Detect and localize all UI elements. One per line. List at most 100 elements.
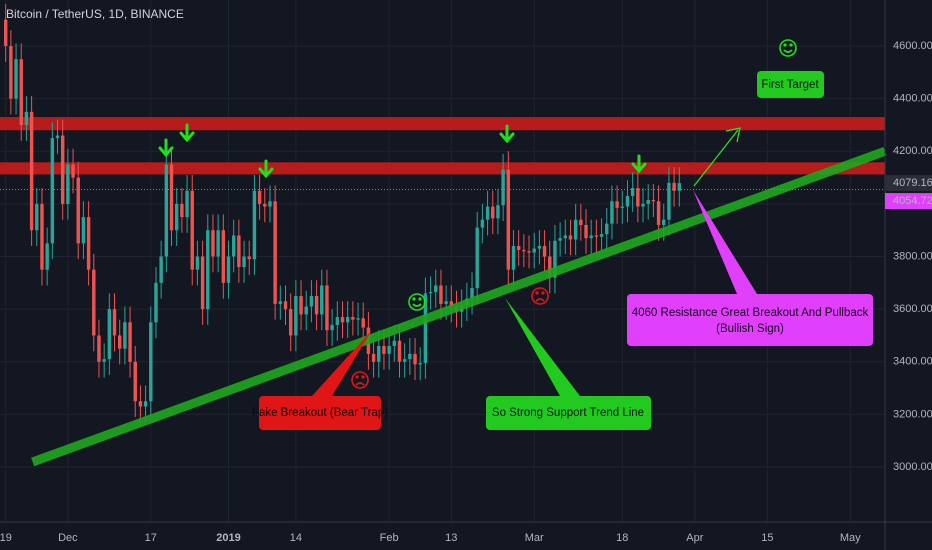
candle-body (439, 285, 443, 304)
smileys (351, 39, 797, 389)
candle-body (522, 249, 526, 252)
candle-body (444, 301, 448, 304)
y-tick-label: 4400.00 (893, 93, 932, 105)
candle-body (128, 322, 132, 362)
candle-body (66, 164, 70, 204)
candle-body (568, 235, 573, 240)
candle-body (24, 111, 29, 125)
candle-body (594, 235, 599, 237)
resistance-zone (0, 117, 885, 131)
down-arrows (158, 123, 647, 179)
y-tick-label: 3800.00 (893, 250, 932, 262)
candle-body (423, 293, 428, 364)
x-tick-label: 14 (290, 532, 302, 544)
candle-body (335, 317, 340, 325)
annotation-box (757, 71, 824, 98)
candle-body (29, 111, 34, 231)
x-tick-label: Apr (686, 532, 703, 544)
candle-body (190, 190, 194, 270)
arrow (693, 129, 739, 187)
candle-body (382, 345, 386, 354)
candle-body (625, 196, 630, 207)
candle-body (361, 318, 365, 328)
candle-body (630, 188, 635, 197)
candle-body (672, 182, 676, 191)
candle-body (651, 199, 656, 202)
candle-body (449, 301, 454, 307)
candle-body (294, 295, 298, 336)
candle-body (620, 206, 625, 208)
candle-body (387, 345, 391, 354)
candle-body (646, 199, 650, 204)
candle-body (138, 401, 143, 407)
y-tick-label: 4200.00 (893, 145, 932, 157)
candle-body (60, 135, 65, 204)
candle-body (677, 183, 682, 191)
candle-body (242, 256, 246, 268)
candle-body (50, 138, 55, 244)
trend-line (31, 147, 887, 467)
y-tick-label: 3600.00 (893, 303, 932, 315)
candle-body (408, 353, 412, 360)
candle-body (548, 256, 552, 278)
x-tick-label: 13 (445, 532, 457, 544)
annotation-box (259, 396, 381, 430)
x-tick-label: Dec (58, 532, 78, 544)
marker-price-label: 4054.72 (893, 195, 932, 207)
candle-body (667, 182, 671, 220)
candle-body (206, 230, 210, 310)
candle-body (55, 135, 60, 139)
candle-body (356, 318, 360, 320)
candle-body (584, 224, 588, 239)
candle-body (325, 285, 329, 331)
marker-price-tag (885, 193, 932, 210)
x-tick-label: 18 (616, 532, 628, 544)
candle-body (532, 248, 536, 253)
annotation-text: Fake Breakout (Bear Trap) (252, 407, 388, 419)
x-tick-label: 15 (761, 532, 773, 544)
candle-body (117, 335, 122, 349)
candle-body (309, 295, 314, 307)
candle-body (485, 206, 490, 220)
annotation-text: So Strong Support Trend Line (492, 407, 644, 419)
candle-body (527, 251, 531, 253)
last-price-tag (885, 175, 932, 192)
candle-body (377, 345, 381, 362)
candle-body (263, 203, 267, 207)
candle-body (656, 201, 661, 225)
candle-body (273, 201, 277, 304)
candle-body (371, 353, 376, 362)
zones (0, 117, 885, 175)
candle-body (169, 164, 174, 231)
annotation-box (627, 294, 873, 346)
candle-body (112, 309, 117, 336)
candle-body (537, 246, 542, 249)
candle-body (76, 177, 80, 244)
y-tick-label: 3200.00 (893, 408, 932, 420)
candle-body (216, 230, 220, 257)
pointer (693, 190, 757, 294)
candle-body (434, 285, 438, 293)
candle-body (9, 46, 13, 99)
candle-body (123, 322, 127, 349)
candle-body (247, 256, 251, 260)
candle-body (605, 223, 609, 235)
candle-body (174, 203, 179, 231)
candle-body (149, 322, 153, 402)
candle-body (185, 190, 189, 218)
x-tick-label: 19 (0, 532, 12, 544)
candle-body (14, 59, 18, 99)
candle-body (278, 301, 283, 304)
candle-body (506, 169, 511, 270)
candle-body (563, 235, 568, 239)
candle-body (599, 234, 604, 237)
candle-body (516, 246, 521, 250)
candle-body (257, 190, 262, 204)
x-tick-label: Mar (525, 532, 544, 544)
candle-body (97, 335, 101, 362)
candle-body (496, 205, 500, 219)
candle-body (589, 235, 593, 239)
candle-body (288, 309, 293, 336)
